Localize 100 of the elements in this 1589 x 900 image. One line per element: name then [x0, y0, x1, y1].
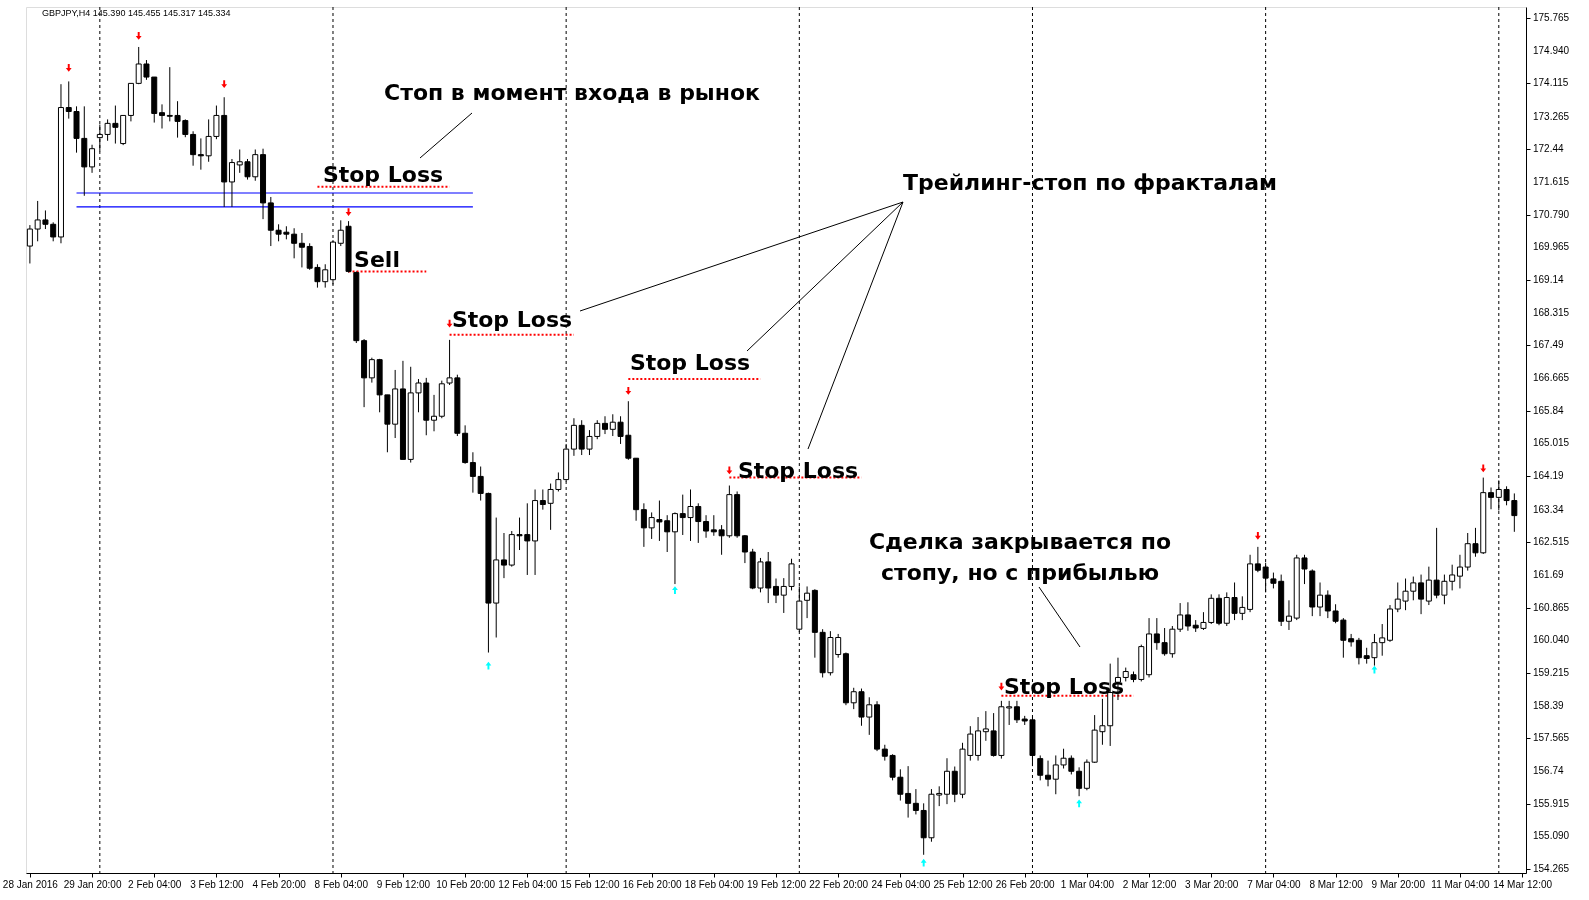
y-tick-label: 160.865: [1533, 601, 1570, 613]
candlestick: [500, 532, 507, 579]
y-tick-label: 168.315: [1533, 306, 1570, 318]
candlestick: [602, 415, 609, 435]
y-tick-label: 163.34: [1533, 503, 1565, 515]
point: [485, 661, 492, 670]
annotation: Трейлинг-стоп по фракталам: [902, 170, 1278, 195]
candlestick: [228, 158, 235, 208]
annotation: Stop Loss: [451, 307, 573, 332]
candlestick: [741, 534, 748, 564]
candlestick: [1456, 554, 1463, 589]
candlestick: [703, 514, 710, 539]
y-tick-label: 173.265: [1533, 110, 1570, 122]
y-tick-label: 164.19: [1533, 470, 1565, 482]
y-tick-label: 169.14: [1533, 274, 1565, 286]
y-tick-label: 169.965: [1533, 241, 1570, 253]
y-tick-label: 175.765: [1533, 11, 1570, 23]
annotation: Stop Loss: [737, 458, 859, 483]
x-tick-label: 2 Feb 04:00: [128, 878, 182, 890]
x-tick-label: 14 Mar 12:00: [1493, 878, 1553, 890]
x-tick-label: 11 Mar 04:00: [1431, 878, 1490, 890]
x-tick-label: 4 Feb 20:00: [252, 878, 307, 890]
candlestick: [1045, 760, 1052, 787]
candlestick: [773, 578, 779, 604]
annotation: Стоп в момент входа в рынок: [383, 80, 761, 105]
y-tick-label: 170.790: [1533, 208, 1570, 220]
y-tick-label: 161.69: [1533, 568, 1565, 580]
candlestick: [671, 511, 678, 585]
candlestick: [1037, 754, 1044, 781]
x-tick-label: 16 Feb 20:00: [622, 878, 683, 890]
y-tick-label: 167.49: [1533, 339, 1565, 351]
y-tick-label: 162.515: [1533, 536, 1570, 548]
y-tick-label: 172.44: [1533, 143, 1565, 155]
y-tick-label: 165.015: [1533, 437, 1570, 449]
x-tick-label: 2 Mar 12:00: [1122, 878, 1177, 890]
x-tick-label: 19 Feb 12:00: [747, 878, 807, 890]
candlestick: [804, 585, 811, 619]
point: [65, 64, 72, 72]
point: [625, 387, 632, 395]
y-tick-label: 156.74: [1533, 764, 1565, 776]
x-tick-label: 9 Mar 20:00: [1371, 878, 1426, 890]
y-tick-label: 155.090: [1533, 830, 1570, 842]
x-tick-label: 3 Feb 12:00: [190, 878, 245, 890]
point: [672, 586, 678, 594]
annotation: Сделка закрывается по стопу, но с прибылью: [868, 528, 1172, 585]
point: [1480, 464, 1487, 473]
candlestick: [1488, 487, 1495, 510]
x-tick-label: 18 Feb 04:00: [684, 878, 745, 890]
candlestick: [26, 224, 33, 264]
candlestick: [298, 232, 305, 268]
x-tick-label: 22 Feb 20:00: [809, 878, 869, 890]
y-tick-label: 159.215: [1533, 666, 1570, 678]
x-tick-label: 9 Feb 12:00: [376, 878, 431, 890]
annotation: Stop Loss: [322, 162, 444, 187]
candlestick: [1076, 766, 1083, 797]
point: [1371, 665, 1378, 674]
candlestick: [159, 103, 166, 130]
x-tick-label: 28 Jan 2016: [2, 878, 59, 890]
candlestick: [190, 130, 197, 167]
x-tick-label: 15 Feb 12:00: [560, 878, 620, 890]
x-tick-label: 26 Feb 20:00: [995, 878, 1056, 890]
point: [135, 32, 142, 40]
candlestick: [570, 417, 577, 457]
candlestick: [1285, 599, 1292, 631]
x-tick-label: 3 Mar 20:00: [1185, 878, 1239, 890]
x-tick-label: 1 Mar 04:00: [1060, 878, 1115, 890]
y-tick-label: 155.915: [1533, 797, 1570, 809]
y-tick-label: 165.84: [1533, 404, 1565, 416]
x-tick-label: 8 Mar 12:00: [1309, 878, 1364, 890]
candlestick: [1184, 601, 1191, 632]
y-tick-label: 154.265: [1533, 862, 1570, 874]
annotation: Sell: [354, 247, 400, 272]
x-tick-label: 10 Feb 20:00: [436, 878, 496, 890]
point: [920, 858, 927, 867]
candlestick: [1013, 700, 1020, 724]
candlestick: [89, 144, 96, 174]
candlestick: [943, 757, 950, 805]
y-tick-label: 158.39: [1533, 699, 1565, 711]
y-tick-label: 157.565: [1533, 732, 1570, 744]
x-tick-label: 29 Jan 20:00: [63, 878, 122, 890]
point: [1254, 531, 1261, 540]
y-tick-label: 171.615: [1533, 176, 1570, 188]
candlestick: [431, 394, 438, 432]
candlestick: [469, 451, 476, 494]
x-tick-label: 24 Feb 04:00: [871, 878, 931, 890]
candlestick: [1317, 581, 1324, 617]
point: [345, 208, 352, 216]
y-tick-label: 174.940: [1533, 44, 1570, 56]
annotation: Stop Loss: [629, 350, 751, 375]
x-tick-label: 8 Feb 04:00: [314, 878, 369, 890]
y-tick-label: 160.040: [1533, 634, 1570, 646]
point: [726, 466, 733, 475]
annotation: GBPJPY,H4 145.390 145.455 145.317 145.334: [42, 8, 231, 18]
x-tick-label: 12 Feb 04:00: [498, 878, 558, 890]
candlestick: [912, 788, 919, 815]
point: [221, 80, 228, 89]
y-tick-label: 166.665: [1533, 372, 1570, 384]
candlestick: [1418, 574, 1425, 615]
x-tick-label: 7 Mar 04:00: [1247, 878, 1302, 890]
x-tick-label: 25 Feb 12:00: [933, 878, 993, 890]
